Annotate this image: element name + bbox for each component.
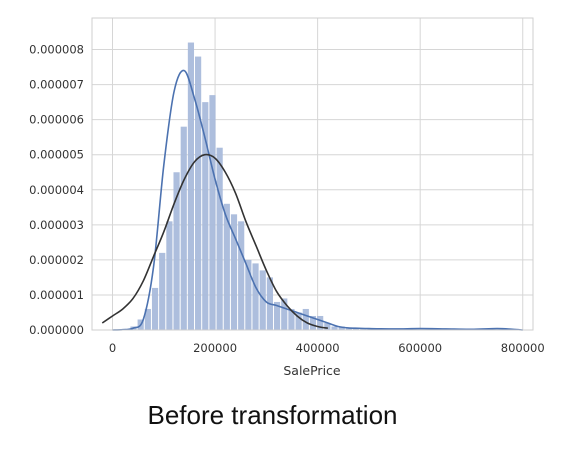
- y-tick-label: 0.000002: [29, 253, 84, 267]
- histogram-bar: [166, 221, 172, 330]
- histogram-bar: [209, 95, 215, 330]
- x-tick-label: 0: [109, 341, 116, 355]
- x-axis-ticks: 0 200000 400000 600000 800000: [109, 341, 545, 355]
- y-tick-label: 0.000003: [29, 218, 84, 232]
- y-axis-ticks: 0.000000 0.000001 0.000002 0.000003 0.000004…: [29, 43, 84, 337]
- plot-area: [92, 18, 533, 330]
- y-tick-label: 0.000005: [29, 148, 84, 162]
- histogram-bar: [152, 288, 158, 330]
- histogram-bar: [252, 263, 258, 330]
- histogram-bar: [238, 221, 244, 330]
- x-tick-label: 400000: [296, 341, 340, 355]
- histogram-bar: [303, 309, 309, 330]
- x-tick-label: 200000: [193, 341, 237, 355]
- histogram-bar: [331, 326, 337, 330]
- y-tick-label: 0.000000: [29, 323, 84, 337]
- y-tick-label: 0.000007: [29, 78, 84, 92]
- histogram-bar: [159, 253, 165, 330]
- histogram-bar: [195, 57, 201, 330]
- y-tick-label: 0.000001: [29, 288, 84, 302]
- figure-caption: Before transformation: [0, 400, 545, 431]
- histogram-bar: [217, 148, 223, 330]
- x-tick-label: 800000: [501, 341, 545, 355]
- histogram-bar: [181, 127, 187, 330]
- y-tick-label: 0.000004: [29, 183, 84, 197]
- x-axis-label: SalePrice: [283, 363, 341, 378]
- x-tick-label: 600000: [398, 341, 442, 355]
- y-tick-label: 0.000008: [29, 43, 84, 57]
- y-tick-label: 0.000006: [29, 113, 84, 127]
